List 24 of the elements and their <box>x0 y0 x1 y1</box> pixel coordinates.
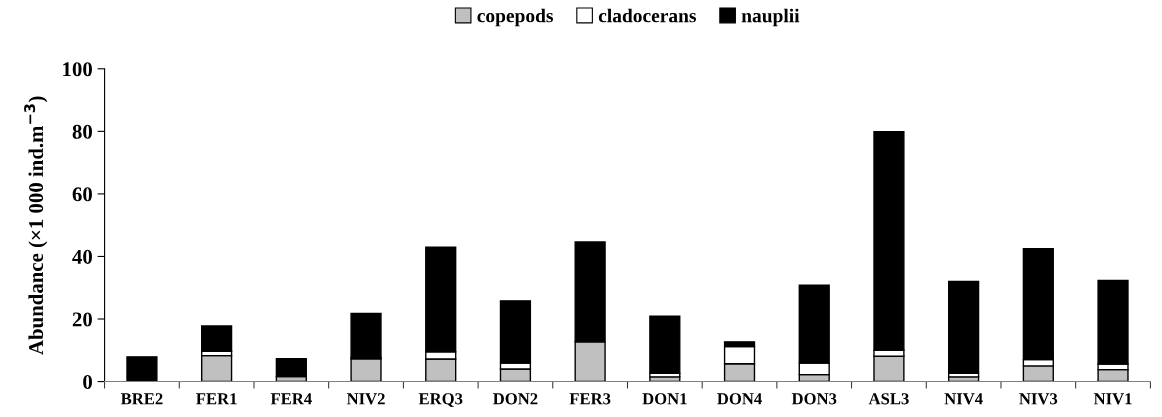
legend-label: cladocerans <box>598 8 697 23</box>
y-tick-label: 60 <box>72 187 92 202</box>
y-tick-label: 20 <box>72 312 92 327</box>
x-tick-label: NIV4 <box>944 393 983 405</box>
x-tick-label: ERQ3 <box>418 393 463 407</box>
y-tick-label: 80 <box>72 124 92 139</box>
x-tick-label: NIV1 <box>1093 393 1132 405</box>
x-tick-label: DON4 <box>717 393 762 405</box>
x-tick-label: ASL3 <box>868 393 909 405</box>
y-tick-label: 0 <box>83 374 92 389</box>
legend-label: copepods <box>477 8 554 27</box>
x-tick-label: DON2 <box>493 393 538 405</box>
x-tick-label: DON1 <box>642 393 687 405</box>
x-tick-label: NIV2 <box>346 393 385 405</box>
x-tick-label: FER3 <box>569 393 611 405</box>
x-tick-label: FER1 <box>196 393 237 405</box>
x-tick-label: BRE2 <box>120 393 163 405</box>
y-tick-label: 100 <box>63 62 92 77</box>
y-axis-title: Abundance (×1 000 ind.m$^{−3}$) <box>24 96 48 355</box>
x-tick-label: FER4 <box>270 393 312 405</box>
x-tick-label: NIV3 <box>1019 393 1058 405</box>
legend-label: nauplii <box>741 8 800 27</box>
x-tick-label: DON3 <box>791 393 837 405</box>
y-tick-label: 40 <box>72 249 92 264</box>
